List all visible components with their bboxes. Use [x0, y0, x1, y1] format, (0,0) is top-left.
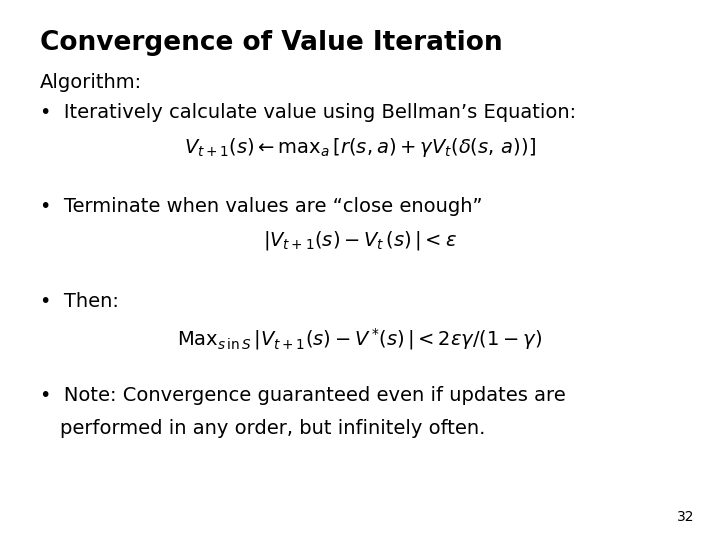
Text: Convergence of Value Iteration: Convergence of Value Iteration [40, 30, 503, 56]
Text: •  Iteratively calculate value using Bellman’s Equation:: • Iteratively calculate value using Bell… [40, 103, 576, 122]
Text: $\mathrm{Max}_{s\,\mathrm{in}\,S}\,|V_{t+1}(s) - V^*\!(s)\,| < 2\varepsilon\gamm: $\mathrm{Max}_{s\,\mathrm{in}\,S}\,|V_{t… [177, 326, 543, 352]
Text: •  Terminate when values are “close enough”: • Terminate when values are “close enoug… [40, 197, 482, 216]
Text: 32: 32 [678, 510, 695, 524]
Text: •  Note: Convergence guaranteed even if updates are: • Note: Convergence guaranteed even if u… [40, 386, 565, 405]
Text: $|V_{t+1}(s) - V_t\,(s)\,| < \varepsilon$: $|V_{t+1}(s) - V_t\,(s)\,| < \varepsilon… [263, 230, 457, 253]
Text: performed in any order, but infinitely often.: performed in any order, but infinitely o… [60, 418, 485, 437]
Text: •  Then:: • Then: [40, 292, 119, 310]
Text: Algorithm:: Algorithm: [40, 73, 142, 92]
Text: $V_{t+1}(s) \leftarrow \mathrm{max}_a\, [r(s,a) + \gamma V_t(\delta(s,\, a))]$: $V_{t+1}(s) \leftarrow \mathrm{max}_a\, … [184, 136, 536, 159]
